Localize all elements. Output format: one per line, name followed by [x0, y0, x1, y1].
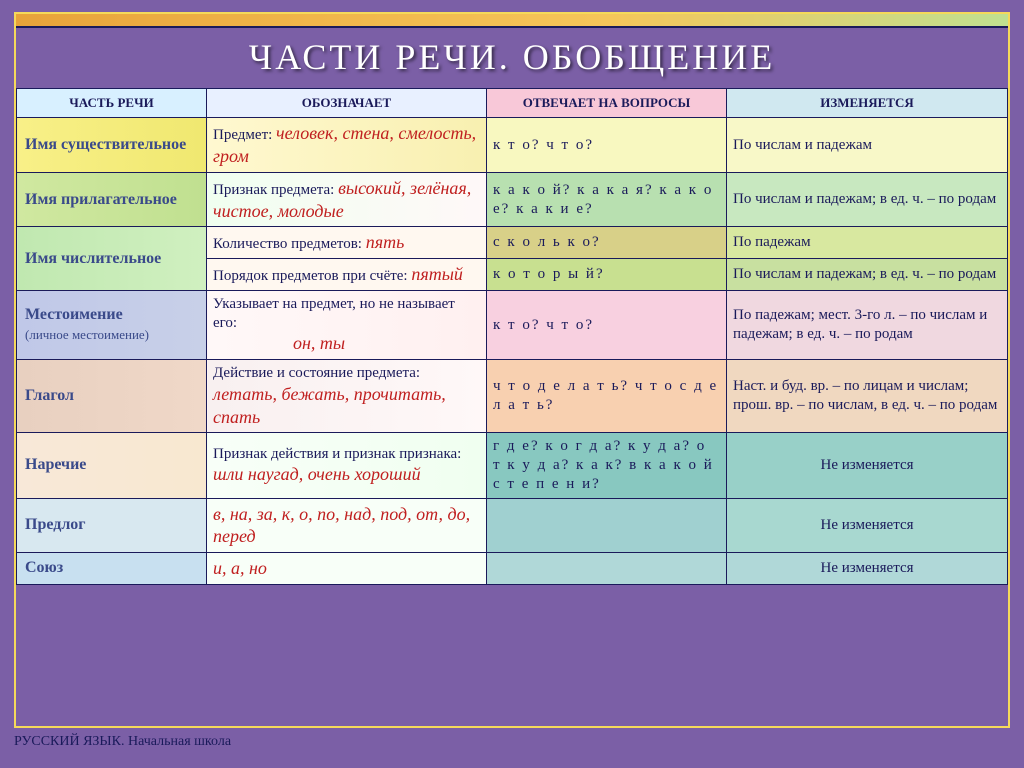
prep-question [487, 498, 727, 553]
num-question-b: к о т о р ы й? [487, 259, 727, 291]
main-title: ЧАСТИ РЕЧИ. ОБОБЩЕНИЕ [16, 36, 1008, 78]
row-num-a: Имя числительное Количество предметов: п… [17, 227, 1008, 259]
row-conj: Союз и, а, но Не изменяется [17, 553, 1008, 585]
row-prep: Предлог в, на, за, к, о, по, над, под, о… [17, 498, 1008, 553]
adv-means: Признак действия и признак признака: шли… [207, 433, 487, 498]
num-change-a: По падежам [727, 227, 1008, 259]
num-question-a: с к о л ь к о? [487, 227, 727, 259]
pron-means-ex: он, ты [213, 333, 345, 353]
num-means-a-ex: пять [366, 232, 405, 252]
conj-means-ex: и, а, но [213, 558, 267, 578]
num-name: Имя числительное [17, 227, 207, 291]
verb-means: Действие и состояние предмета: летать, б… [207, 360, 487, 433]
header-row: ЧАСТЬ РЕЧИ ОБОЗНАЧАЕТ ОТВЕЧАЕТ НА ВОПРОС… [17, 89, 1008, 118]
noun-change: По числам и падежам [727, 118, 1008, 173]
prep-name: Предлог [17, 498, 207, 553]
adj-name: Имя прилагательное [17, 172, 207, 227]
verb-means-label: Действие и состояние предмета: [213, 365, 420, 381]
num-means-a: Количество предметов: пять [207, 227, 487, 259]
verb-name: Глагол [17, 360, 207, 433]
adj-question: к а к о й? к а к а я? к а к о е? к а к и… [487, 172, 727, 227]
header-means: ОБОЗНАЧАЕТ [207, 89, 487, 118]
pron-name: Местоимение (личное местоимение) [17, 290, 207, 359]
title-bar: ЧАСТИ РЕЧИ. ОБОБЩЕНИЕ [16, 28, 1008, 88]
verb-means-ex: летать, бежать, прочитать, спать [213, 384, 446, 427]
adv-question: г д е? к о г д а? к у д а? о т к у д а? … [487, 433, 727, 498]
verb-question: ч т о д е л а т ь? ч т о с д е л а т ь? [487, 360, 727, 433]
row-adj: Имя прилагательное Признак предмета: выс… [17, 172, 1008, 227]
footer-caption: РУССКИЙ ЯЗЫК. Начальная школа [14, 734, 231, 750]
header-answers: ОТВЕЧАЕТ НА ВОПРОСЫ [487, 89, 727, 118]
prep-means-ex: в, на, за, к, о, по, над, под, от, до, п… [213, 504, 470, 547]
adv-means-ex: шли наугад, очень хороший [213, 464, 421, 484]
adv-change: Не изменяется [727, 433, 1008, 498]
header-changes: ИЗМЕНЯЕТСЯ [727, 89, 1008, 118]
adj-means-label: Признак предмета: [213, 182, 338, 198]
num-change-b: По числам и падежам; в ед. ч. – по родам [727, 259, 1008, 291]
pron-change: По падежам; мест. 3-го л. – по числам и … [727, 290, 1008, 359]
conj-change: Не изменяется [727, 553, 1008, 585]
num-means-b-ex: пятый [411, 264, 463, 284]
row-verb: Глагол Действие и состояние предмета: ле… [17, 360, 1008, 433]
poster-frame: ЧАСТИ РЕЧИ. ОБОБЩЕНИЕ ЧАСТЬ РЕЧИ ОБОЗНАЧ… [14, 12, 1010, 728]
adv-means-label: Признак действия и признак признака: [213, 446, 461, 462]
noun-means-label: Предмет: [213, 127, 276, 143]
adj-change: По числам и падежам; в ед. ч. – по родам [727, 172, 1008, 227]
top-accent-bar [16, 14, 1008, 28]
header-part: ЧАСТЬ РЕЧИ [17, 89, 207, 118]
row-noun: Имя существительное Предмет: человек, ст… [17, 118, 1008, 173]
pron-name-sub: (личное местоимение) [25, 327, 149, 342]
pron-means-label: Указывает на предмет, но не называет его… [213, 296, 455, 331]
noun-question: к т о? ч т о? [487, 118, 727, 173]
verb-change: Наст. и буд. вр. – по лицам и числам; пр… [727, 360, 1008, 433]
noun-name: Имя существительное [17, 118, 207, 173]
num-means-b-label: Порядок предметов при счёте: [213, 268, 411, 284]
adv-name: Наречие [17, 433, 207, 498]
row-pron: Местоимение (личное местоимение) Указыва… [17, 290, 1008, 359]
num-means-b: Порядок предметов при счёте: пятый [207, 259, 487, 291]
pron-question: к т о? ч т о? [487, 290, 727, 359]
grammar-table: ЧАСТЬ РЕЧИ ОБОЗНАЧАЕТ ОТВЕЧАЕТ НА ВОПРОС… [16, 88, 1008, 585]
pron-means: Указывает на предмет, но не называет его… [207, 290, 487, 359]
prep-change: Не изменяется [727, 498, 1008, 553]
adj-means: Признак предмета: высокий, зелёная, чист… [207, 172, 487, 227]
conj-means: и, а, но [207, 553, 487, 585]
conj-question [487, 553, 727, 585]
noun-means: Предмет: человек, стена, смелость, гром [207, 118, 487, 173]
conj-name: Союз [17, 553, 207, 585]
num-means-a-label: Количество предметов: [213, 236, 366, 252]
pron-name-main: Местоимение [25, 306, 123, 323]
prep-means: в, на, за, к, о, по, над, под, от, до, п… [207, 498, 487, 553]
row-adv: Наречие Признак действия и признак призн… [17, 433, 1008, 498]
